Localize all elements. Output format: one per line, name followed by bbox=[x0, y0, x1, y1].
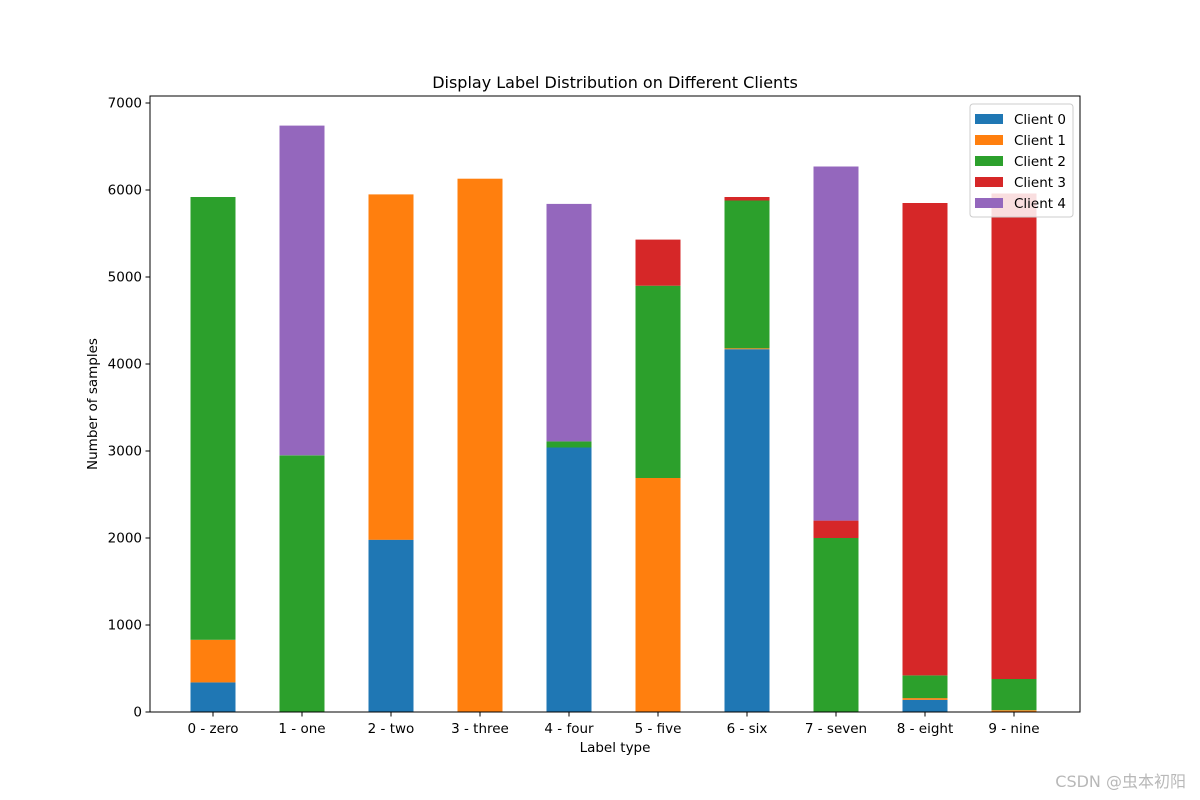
bar-segment-client-2 bbox=[902, 675, 948, 699]
plot-frame bbox=[149, 95, 1081, 713]
x-tick-label: 7 - seven bbox=[805, 721, 867, 737]
legend-swatch-client-2 bbox=[975, 156, 1003, 166]
x-tick-label: 3 - three bbox=[451, 721, 509, 737]
bars-layer bbox=[190, 125, 1037, 712]
bar-segment-client-2 bbox=[724, 200, 770, 349]
legend-box bbox=[969, 103, 1074, 218]
bar-segment-client-2 bbox=[635, 285, 681, 478]
bar-segment-client-3 bbox=[635, 239, 681, 286]
legend-swatch-client-4 bbox=[975, 198, 1003, 208]
y-tick-label: 7000 bbox=[108, 96, 142, 112]
bar-segment-client-1 bbox=[902, 698, 948, 700]
bar-segment-client-3 bbox=[813, 520, 859, 538]
bar-segment-client-0 bbox=[190, 682, 236, 712]
x-tick-label: 4 - four bbox=[544, 721, 594, 737]
chart-title: Display Label Distribution on Different … bbox=[432, 73, 798, 92]
y-tick-label: 2000 bbox=[108, 531, 142, 547]
y-tick-label: 5000 bbox=[108, 270, 142, 286]
y-tick-label: 3000 bbox=[108, 444, 142, 460]
bar-segment-client-0 bbox=[546, 447, 592, 712]
legend-label-client-2: Client 2 bbox=[1014, 154, 1066, 170]
bar-segment-client-0 bbox=[902, 699, 948, 712]
bar-segment-client-3 bbox=[724, 197, 770, 201]
x-axis: 0 - zero 1 - one 2 - two 3 - three 4 - four 5… bbox=[188, 712, 1040, 737]
y-tick-label: 0 bbox=[133, 705, 142, 721]
y-axis-label: Number of samples bbox=[85, 338, 101, 470]
bar-segment-client-2 bbox=[546, 441, 592, 448]
legend-label-client-0: Client 0 bbox=[1014, 112, 1066, 128]
legend-swatch-client-3 bbox=[975, 177, 1003, 187]
legend-label-client-3: Client 3 bbox=[1014, 175, 1066, 191]
x-tick-label: 2 - two bbox=[368, 721, 415, 737]
bar-segment-client-3 bbox=[991, 193, 1037, 679]
legend-swatch-client-1 bbox=[975, 135, 1003, 145]
x-tick-label: 9 - nine bbox=[988, 721, 1039, 737]
bar-segment-client-1 bbox=[190, 639, 236, 683]
bar-segment-client-2 bbox=[190, 197, 236, 640]
x-tick-label: 6 - six bbox=[727, 721, 768, 737]
bar-segment-client-2 bbox=[813, 538, 859, 712]
bar-segment-client-4 bbox=[813, 166, 859, 521]
bar-segment-client-4 bbox=[279, 125, 325, 456]
y-tick-label: 6000 bbox=[108, 183, 142, 199]
x-tick-label: 1 - one bbox=[278, 721, 325, 737]
y-tick-label: 4000 bbox=[108, 357, 142, 373]
y-tick-label: 1000 bbox=[108, 618, 142, 634]
x-axis-label: Label type bbox=[580, 740, 651, 756]
bar-segment-client-0 bbox=[368, 539, 414, 712]
y-axis: 0 1000 2000 3000 4000 5000 6000 7000 bbox=[108, 96, 150, 721]
bar-segment-client-2 bbox=[991, 678, 1037, 711]
bar-segment-client-2 bbox=[279, 455, 325, 712]
legend-swatch-client-0 bbox=[975, 114, 1003, 124]
bar-segment-client-1 bbox=[457, 178, 503, 712]
x-tick-label: 5 - five bbox=[635, 721, 682, 737]
x-tick-label: 0 - zero bbox=[188, 721, 239, 737]
bar-segment-client-1 bbox=[991, 710, 1037, 712]
bar-segment-client-1 bbox=[635, 478, 681, 712]
x-tick-label: 8 - eight bbox=[897, 721, 954, 737]
legend-label-client-1: Client 1 bbox=[1014, 133, 1066, 149]
bar-segment-client-3 bbox=[902, 203, 948, 676]
legend: Client 0 Client 1 Client 2 Client 3 Client 4 bbox=[969, 103, 1074, 218]
bar-segment-client-1 bbox=[724, 348, 770, 350]
watermark: CSDN @虫本初阳 bbox=[1055, 772, 1186, 791]
bar-segment-client-0 bbox=[724, 349, 770, 712]
legend-label-client-4: Client 4 bbox=[1014, 196, 1066, 212]
bar-segment-client-1 bbox=[368, 194, 414, 540]
bar-segment-client-4 bbox=[546, 203, 592, 442]
